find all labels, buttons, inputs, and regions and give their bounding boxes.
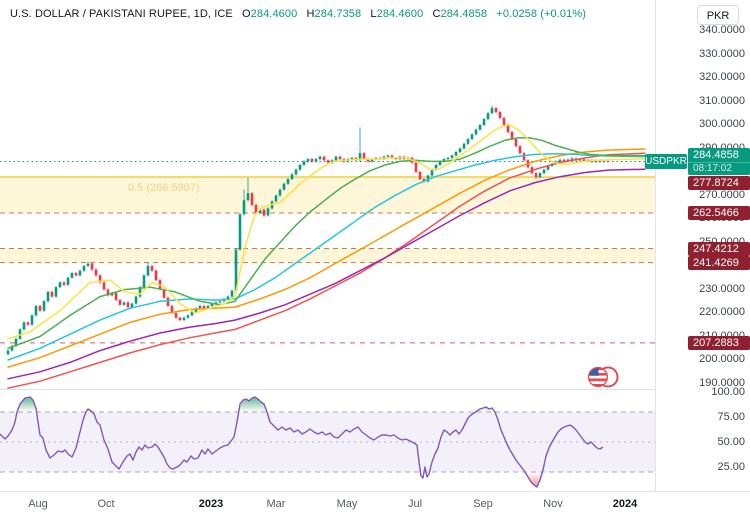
time-tick-label: May [336,498,358,510]
current-price-value: 284.4858 [693,149,739,162]
ma-red-line [7,152,646,389]
price-level-tag: 277.8724 [688,176,750,191]
time-axis-separator [0,491,750,492]
close-value: 284.4858 [440,8,488,20]
fib-zone: 0.5 (266.5907) [0,176,655,214]
rsi-tick-label: 50.00 [717,436,745,448]
time-tick-label: Jul [407,498,423,510]
time-tick-label: 2023 [198,498,224,510]
price-tick-label: 300.0000 [699,118,745,130]
time-axis[interactable]: Aug Oct 2023 Mar May Jul Sep Nov 2024 [0,492,750,516]
symbol-price-label: USDPKR [645,154,687,169]
bar-countdown: 08:17:02 [688,162,750,175]
time-tick-label: Mar [266,498,286,510]
ma-yellow-line [7,124,646,340]
price-level-tag: 207.2883 [688,335,750,350]
pane-separator[interactable] [0,389,655,390]
time-tick-label: Oct [97,498,115,510]
price-tick-label: 310.0000 [699,94,745,107]
price-tick-label: 230.0000 [699,282,745,295]
rsi-tick-label: 25.00 [717,461,745,473]
price-tick-label: 200.0000 [699,353,745,365]
low-label: L [370,8,377,20]
rsi-overbought-fill [17,397,495,412]
high-label: H [306,8,315,20]
price-tick-label: 190.0000 [699,376,745,389]
ma-purple-line [7,168,646,380]
ma-orange-line [7,148,646,368]
fib-zone [0,248,655,264]
candlestick-series [6,105,610,356]
price-tick-label: 340.0000 [699,24,745,36]
rsi-line [0,396,604,488]
time-tick-label: Nov [543,498,563,510]
symbol-legend[interactable]: U.S. DOLLAR / PAKISTANI RUPEE, 1D, ICE O… [10,8,586,20]
time-tick-label: 2024 [612,498,638,510]
current-price-tag: 284.4858 08:17:02 [688,148,750,176]
price-level-tag: 262.5466 [688,206,750,220]
price-level-tag: 241.4269 [688,255,750,270]
time-tick-label: Aug [28,498,48,510]
price-tick-label: 330.0000 [699,47,745,60]
price-level-tag: 247.4212 [688,241,750,256]
rsi-band [0,412,655,472]
change-value: +0.0258 (+0.01%) [496,8,587,20]
open-value: 284.4600 [250,8,298,20]
open-label: O [242,8,251,20]
price-tick-label: 320.0000 [699,71,745,83]
price-tick-label: 220.0000 [699,306,745,318]
high-value: 284.7358 [314,8,362,20]
time-tick-label: Sep [473,498,493,510]
usd-flag-icon [587,366,619,388]
price-tick-label: 270.0000 [699,188,745,201]
rsi-tick-label: 75.00 [717,411,745,423]
rsi-oversold-fill [420,472,543,487]
close-label: C [432,8,441,20]
price-axis[interactable]: 340.0000 330.0000 320.0000 310.0000 300.0000… [656,0,750,491]
currency-toggle-button[interactable]: PKR [697,5,739,25]
price-axis-separator[interactable] [655,0,656,491]
symbol-title: U.S. DOLLAR / PAKISTANI RUPEE, 1D, ICE [10,8,233,20]
ma-green-line [7,137,646,350]
fib-zone-label: 0.5 (266.5907) [128,182,200,194]
low-value: 284.4600 [376,8,424,20]
rsi-tick-label: 100.00 [711,386,745,398]
